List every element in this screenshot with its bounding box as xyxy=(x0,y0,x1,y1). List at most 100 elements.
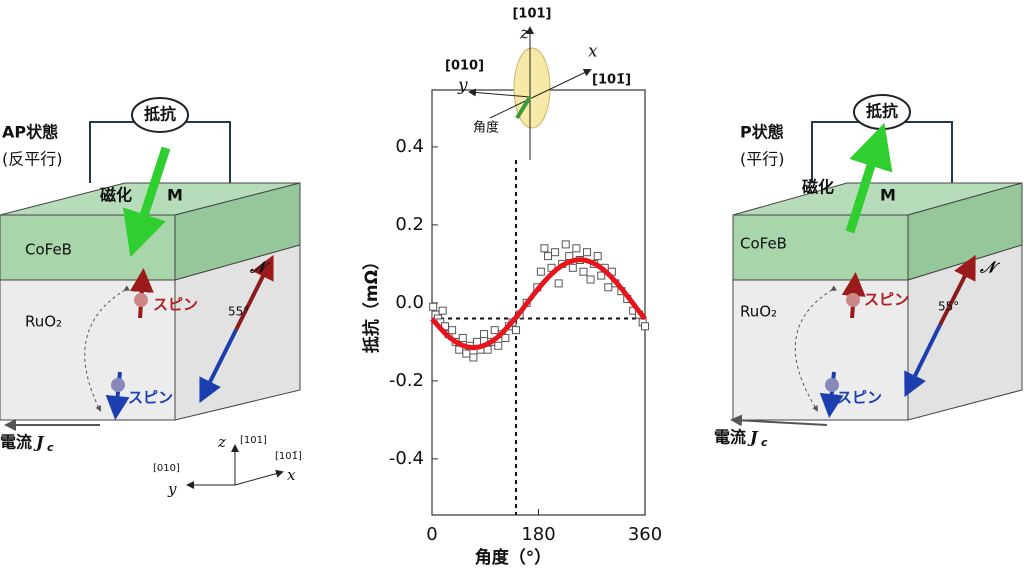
z-dir: [101] xyxy=(240,435,267,446)
spin-up-label: スピン xyxy=(153,296,198,314)
right-panel: 抵抗 P状態 (平行) 磁化 M CoFeB RuO₂ スピン スピン 𝒩 55… xyxy=(714,94,1023,449)
j-label: J xyxy=(747,428,759,447)
spin-down-label: スピン xyxy=(128,389,173,407)
data-point xyxy=(593,252,602,261)
x-tick-label: 360 xyxy=(628,524,662,545)
inset-y-axis xyxy=(468,88,531,98)
y-tick-label: -0.2 xyxy=(389,370,424,391)
data-point xyxy=(429,302,438,311)
current-label: 電流 xyxy=(714,428,746,447)
n-arrow-down xyxy=(904,324,942,398)
n-arrow-up xyxy=(234,254,274,331)
angle-label: 55° xyxy=(228,305,249,319)
data-point xyxy=(494,341,503,350)
spin-down xyxy=(111,378,125,392)
data-point xyxy=(597,271,606,280)
current-arrow xyxy=(730,414,828,427)
resistor xyxy=(131,97,189,133)
data-point xyxy=(579,267,588,276)
y-tick-label: 0.2 xyxy=(395,214,424,235)
spin-down xyxy=(825,378,839,392)
inset-angle: 角度 xyxy=(473,120,499,136)
j-sub: c xyxy=(47,441,54,454)
data-point xyxy=(586,275,595,284)
inset-y-dir: [010] xyxy=(445,59,484,74)
x-tick-label: 180 xyxy=(521,524,555,545)
x-dir: [101̄] xyxy=(275,451,302,462)
magnetization-arrow xyxy=(122,146,171,258)
z-label: z xyxy=(217,433,226,451)
data-point xyxy=(462,349,471,358)
resistance-label: 抵抗 xyxy=(144,105,176,124)
inset-z-dir: [101] xyxy=(512,7,551,22)
data-point xyxy=(490,326,499,335)
j-sub: c xyxy=(761,436,768,449)
x-tick-label: 0 xyxy=(426,524,437,545)
y-dir: [010] xyxy=(153,463,180,474)
data-point xyxy=(540,244,549,253)
resistance-label: 抵抗 xyxy=(866,102,898,121)
n-arrow-down xyxy=(199,329,238,404)
data-point xyxy=(438,306,447,315)
spin-down-label: スピン xyxy=(837,389,882,407)
y-tick-label: 0.4 xyxy=(395,136,424,157)
state-note: (反平行) xyxy=(2,150,63,169)
cofeb-label: CoFeB xyxy=(740,235,787,253)
inset-x: x xyxy=(588,42,598,62)
fit-line xyxy=(430,257,647,351)
x-label: x xyxy=(287,466,296,484)
inset-x-axis xyxy=(489,68,592,119)
inset-x-dir: [101̄] xyxy=(592,73,631,88)
state-label: P状態 xyxy=(740,123,784,142)
cofeb-label: CoFeB xyxy=(25,241,72,259)
axes-legend: z [101] [010] y [101̄] x xyxy=(153,433,302,498)
data-point xyxy=(572,244,581,253)
data-point xyxy=(543,252,552,261)
data-point xyxy=(554,279,563,288)
data-point xyxy=(458,333,467,342)
y-label: y xyxy=(167,480,177,498)
data-point xyxy=(469,353,478,362)
y-tick-label: -0.4 xyxy=(389,448,424,469)
cofeb-layer xyxy=(732,214,909,281)
data-point xyxy=(568,263,577,272)
m-label: M xyxy=(880,186,896,205)
ruo2-label: RuO₂ xyxy=(25,313,62,331)
spin-up xyxy=(134,293,148,307)
magnetization-arrow xyxy=(845,122,893,234)
plot-frame xyxy=(431,89,646,516)
y-tick-label: 0.0 xyxy=(395,292,424,313)
inset-z: z xyxy=(519,24,530,44)
data-point xyxy=(641,322,649,331)
left-panel: 抵抗 AP状態 (反平行) 磁化 M CoFeB RuO₂ スピン スピン 𝒩 … xyxy=(0,97,301,454)
inset-arrow xyxy=(515,95,532,120)
chart: 角度（°） 抵抗（mΩ） [101] z x [010] y [101̄] 角度… xyxy=(361,7,662,569)
data-point xyxy=(480,330,489,339)
angle-label: 55° xyxy=(938,300,959,314)
data-point xyxy=(604,283,613,292)
spin-up-label: スピン xyxy=(864,291,909,309)
n-arrow-up xyxy=(938,254,976,326)
spin-up xyxy=(846,293,860,307)
wire xyxy=(811,121,953,183)
inset-y: y xyxy=(457,76,468,96)
x-axis xyxy=(234,469,284,486)
x-axis-label: 角度（°） xyxy=(475,547,552,568)
magnetization-label: 磁化 xyxy=(100,186,132,205)
data-point xyxy=(561,240,570,249)
ruo2-label: RuO₂ xyxy=(740,303,777,321)
data-point xyxy=(536,267,545,276)
state-note: (平行) xyxy=(740,150,785,169)
magnetization-label: 磁化 xyxy=(802,178,834,197)
j-label: J xyxy=(33,433,45,452)
current-label: 電流 xyxy=(0,433,32,452)
y-axis-label: 抵抗（mΩ） xyxy=(361,253,382,353)
state-label: AP状態 xyxy=(2,123,58,142)
data-point xyxy=(583,248,592,257)
data-point xyxy=(501,333,510,342)
m-label: M xyxy=(167,186,183,205)
data-point xyxy=(551,248,560,257)
data-point xyxy=(512,326,521,335)
data-point xyxy=(448,326,457,335)
